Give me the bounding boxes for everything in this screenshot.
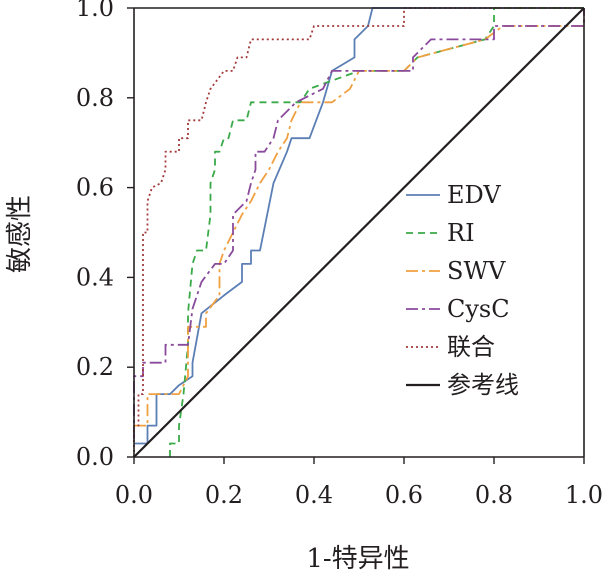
y-tick-label: 1.0 xyxy=(76,0,114,22)
axes xyxy=(133,7,585,458)
x-tick-label: 0.2 xyxy=(205,481,243,509)
plot-lines xyxy=(133,7,585,458)
y-axis-title: 敏感性 xyxy=(5,195,35,273)
tick-labels: 0.0 0.2 0.4 0.6 0.8 1.0 0.0 0.2 0.4 0.6 0.8 1.0 xyxy=(76,0,603,509)
y-tick-label: 0.8 xyxy=(76,84,114,112)
x-tick-label: 0.8 xyxy=(475,481,513,509)
series-line-3 xyxy=(133,8,585,439)
y-tick-label: 0.4 xyxy=(76,263,114,291)
legend-label: EDV xyxy=(447,181,501,209)
legend-label: RI xyxy=(447,219,475,247)
series-line-0 xyxy=(134,7,584,445)
x-tick-label: 1.0 xyxy=(565,481,603,509)
series-line-5 xyxy=(133,7,585,458)
series-line-2 xyxy=(134,8,585,427)
y-tick-label: 0.6 xyxy=(76,174,114,202)
y-tick-label: 0.0 xyxy=(76,443,114,471)
x-tick-label: 0.0 xyxy=(115,481,153,509)
ticks xyxy=(127,7,585,464)
x-tick-label: 0.4 xyxy=(295,481,333,509)
x-axis-title: 1-特异性 xyxy=(306,544,409,574)
legend-label: SWV xyxy=(447,257,506,285)
legend-label: CysC xyxy=(447,295,510,323)
legend-label: 参考线 xyxy=(447,371,519,399)
legend-label: 联合 xyxy=(447,333,495,361)
x-tick-label: 0.6 xyxy=(385,481,423,509)
y-tick-label: 0.2 xyxy=(76,353,114,381)
series-line-4 xyxy=(133,7,584,457)
